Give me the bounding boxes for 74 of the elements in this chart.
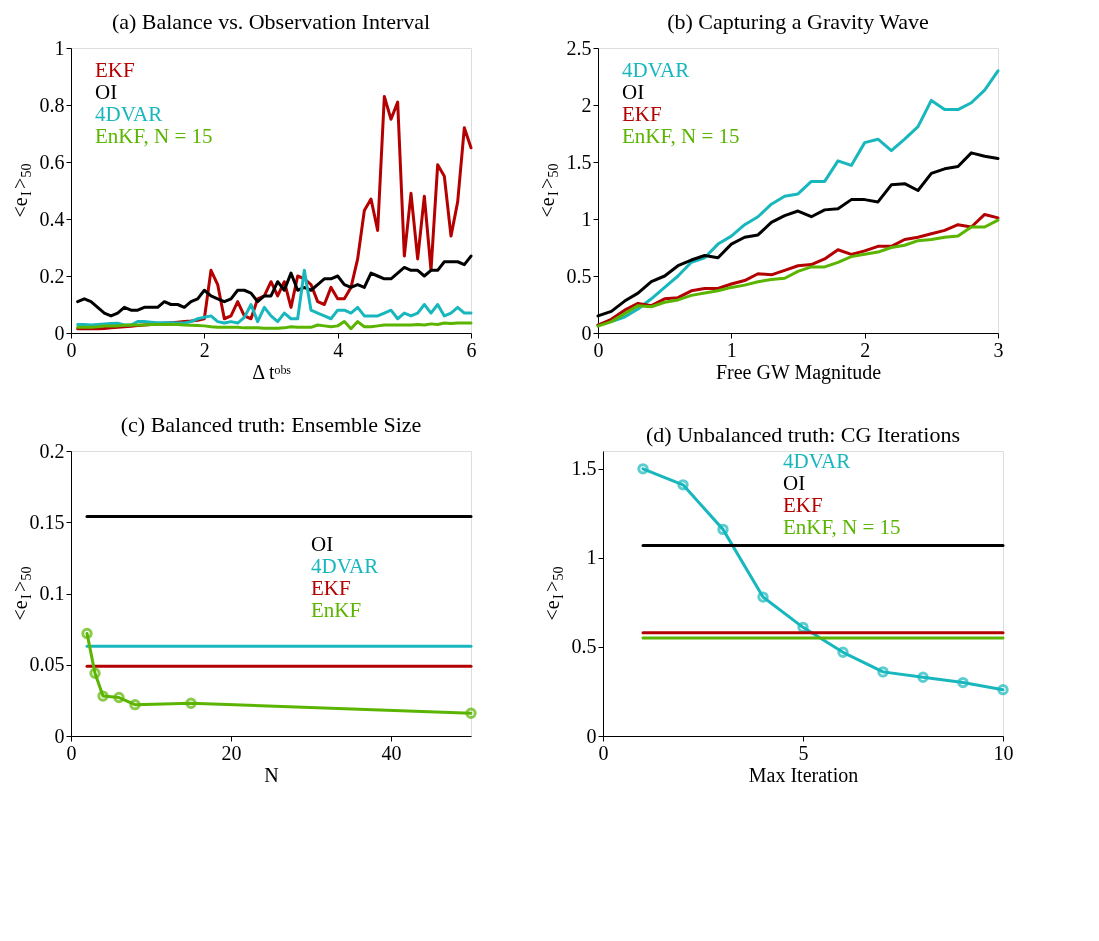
point — [677, 479, 689, 491]
point — [97, 690, 109, 702]
x-axis-title: Free GW Magnitude — [715, 360, 882, 384]
text: OI — [783, 471, 806, 496]
text: EnKF, N = 15 — [95, 123, 213, 148]
chart-title: (b) Capturing a Gravity Wave — [667, 9, 929, 34]
text: EKF — [783, 493, 823, 518]
point — [917, 671, 929, 683]
y-tick-label: 0 — [54, 724, 65, 747]
y-tick-label: 0.05 — [29, 653, 65, 676]
y-tick-label: 0 — [54, 321, 65, 344]
text: 4DVAR — [311, 554, 379, 579]
point — [877, 666, 889, 678]
point — [717, 523, 729, 536]
point — [129, 698, 141, 711]
point — [957, 676, 969, 689]
x-tick-label: 10 — [993, 741, 1014, 764]
line-series — [76, 320, 473, 331]
y-tick-label: 1 — [581, 207, 592, 230]
x-tick-label: 2 — [199, 338, 210, 361]
text: EKF — [311, 576, 351, 601]
x-tick-label: 4 — [333, 338, 344, 361]
line-series — [76, 268, 473, 327]
x-tick-label: 1 — [726, 338, 737, 361]
x-axis-title: Δ tᵒᵇˢ — [252, 360, 291, 383]
text: 4DVAR — [783, 449, 851, 474]
y-tick-label: 0.5 — [566, 264, 592, 287]
text: EKF — [622, 101, 662, 126]
x-tick-label: 5 — [798, 741, 809, 764]
point — [113, 691, 125, 704]
x-tick-label: 6 — [466, 338, 477, 361]
point — [837, 646, 849, 658]
x-tick-label: 20 — [221, 741, 242, 764]
text: 4DVAR — [622, 57, 690, 82]
y-tick-label: 0.8 — [39, 93, 65, 116]
x-tick-label: 3 — [993, 338, 1004, 361]
y-tick-label: 0.6 — [39, 150, 65, 173]
y-tick-label: 0.2 — [39, 264, 65, 287]
text: EnKF, N = 15 — [622, 123, 740, 148]
y-tick-label: 0 — [586, 724, 597, 747]
y-tick-label: 0.5 — [571, 635, 597, 658]
x-tick-label: 40 — [381, 741, 402, 764]
y-tick-label: 0.1 — [39, 582, 65, 604]
y-tick-label: 1.5 — [566, 150, 592, 173]
y-tick-label: 1 — [586, 546, 597, 569]
text: OI — [622, 79, 645, 104]
y-tick-label: 0 — [581, 321, 592, 344]
chart-title: (c) Balanced truth: Ensemble Size — [120, 412, 422, 437]
series-label: OI — [311, 532, 334, 557]
y-axis-title: <eI>50 — [9, 163, 34, 218]
x-axis-title: N — [264, 763, 279, 786]
text: EnKF — [311, 598, 362, 623]
text: OI — [95, 79, 118, 104]
y-tick-label: 0.15 — [29, 510, 65, 533]
text: EKF — [95, 57, 135, 82]
text: 4DVAR — [95, 101, 163, 126]
chart-title: (a) Balance vs. Observation Interval — [111, 9, 431, 34]
y-axis-title: <eI>50 — [541, 566, 566, 621]
y-tick-label: 2.5 — [566, 36, 592, 59]
y-tick-label: 0.4 — [39, 207, 65, 230]
y-tick-label: 1 — [54, 36, 65, 59]
y-tick-label: 0.2 — [39, 439, 65, 462]
text: EnKF, N = 15 — [783, 515, 901, 540]
point — [89, 667, 101, 679]
y-tick-label: 2 — [581, 93, 592, 116]
x-tick-label: 2 — [860, 338, 871, 361]
y-axis-title: <eI>50 — [536, 163, 561, 218]
x-axis-title: Max Iteration — [748, 763, 859, 786]
point — [757, 591, 769, 603]
line-series — [76, 254, 473, 318]
y-tick-label: 1.5 — [571, 457, 597, 480]
point — [185, 697, 197, 709]
y-axis-title: <eI>50 — [9, 566, 34, 621]
chart-title: (d) Unbalanced truth: CG Iterations — [645, 422, 961, 447]
